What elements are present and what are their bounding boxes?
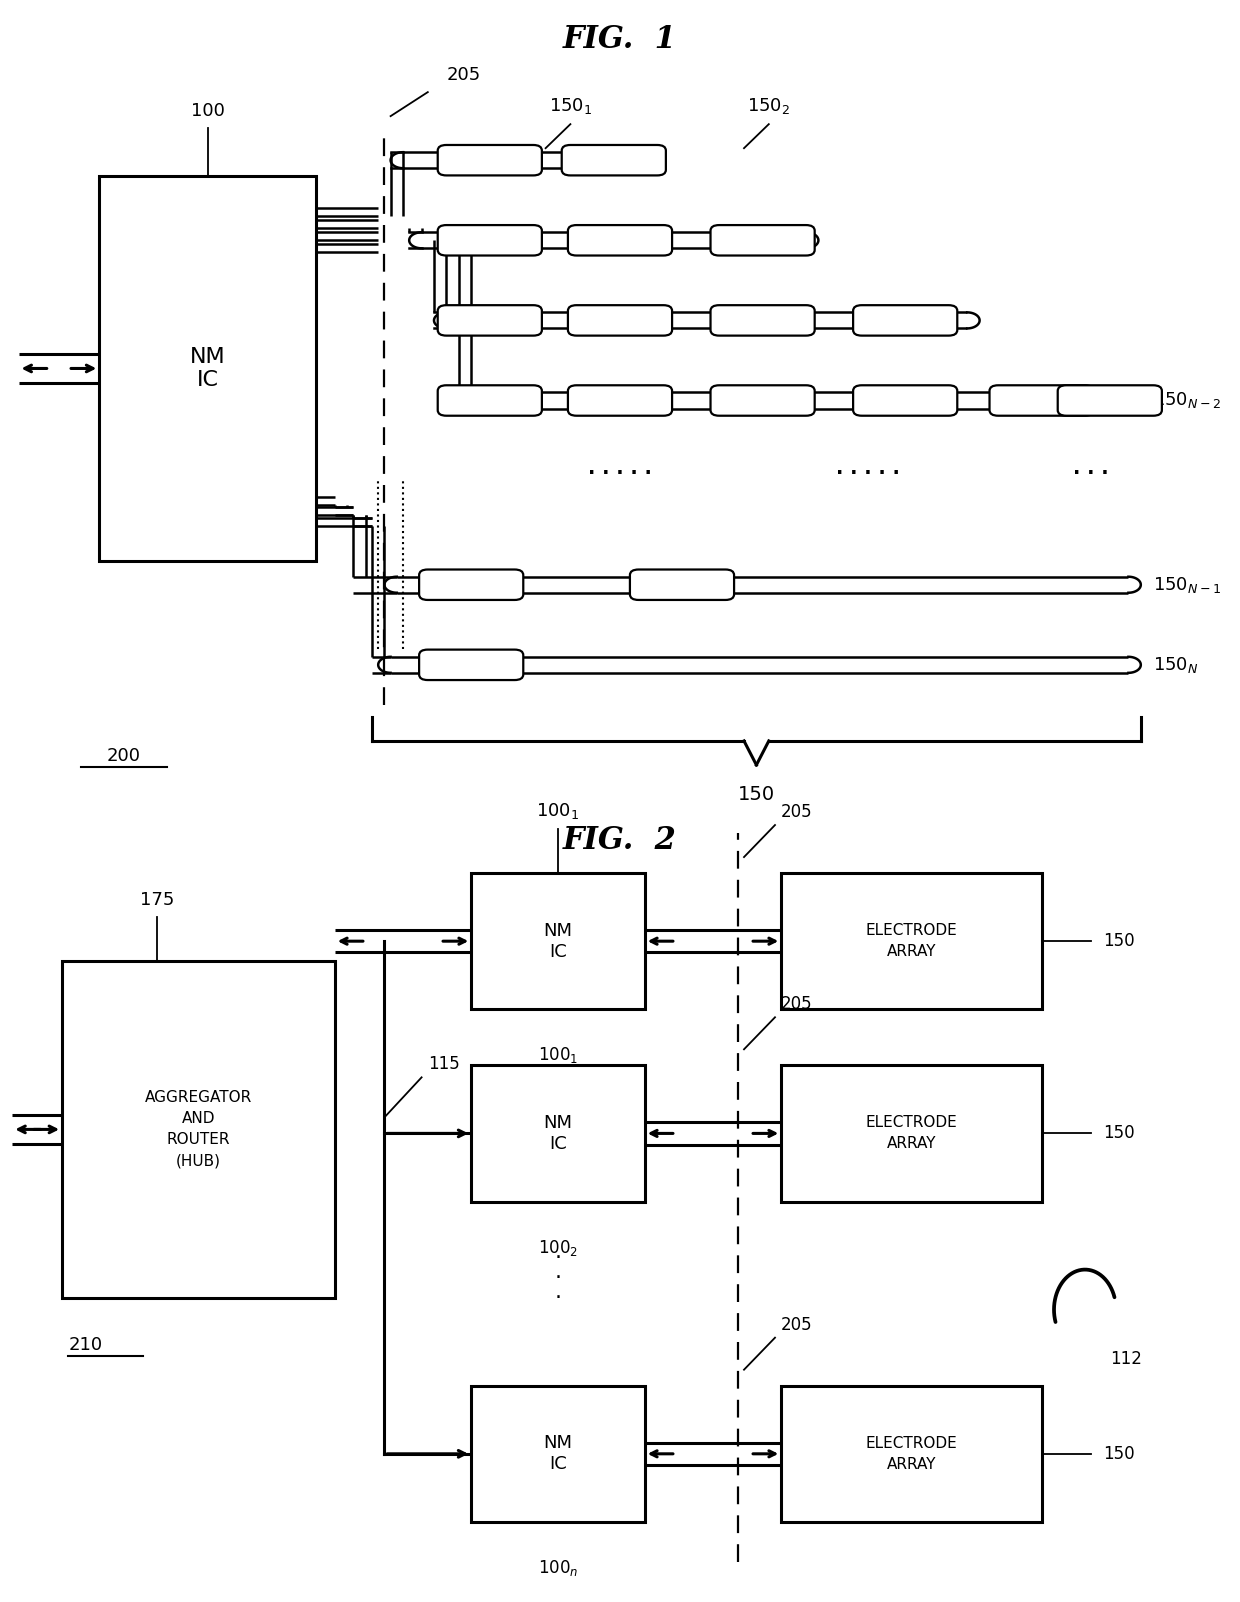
FancyBboxPatch shape <box>562 146 666 175</box>
Text: 175: 175 <box>140 891 175 910</box>
Text: NM
IC: NM IC <box>190 348 226 389</box>
Text: 205: 205 <box>781 803 813 820</box>
FancyBboxPatch shape <box>630 569 734 601</box>
FancyBboxPatch shape <box>781 1065 1042 1202</box>
Text: FIG.  2: FIG. 2 <box>563 825 677 855</box>
FancyBboxPatch shape <box>419 569 523 601</box>
Text: . . .: . . . <box>1074 460 1109 477</box>
FancyBboxPatch shape <box>568 384 672 417</box>
Text: FIG.  1: FIG. 1 <box>563 24 677 54</box>
Text: 150: 150 <box>1104 1125 1136 1142</box>
Text: ELECTRODE
ARRAY: ELECTRODE ARRAY <box>866 1435 957 1472</box>
FancyBboxPatch shape <box>471 873 645 1009</box>
FancyBboxPatch shape <box>711 384 815 417</box>
FancyBboxPatch shape <box>438 384 542 417</box>
Text: NM
IC: NM IC <box>543 1113 573 1153</box>
FancyBboxPatch shape <box>471 1065 645 1202</box>
FancyBboxPatch shape <box>99 176 316 561</box>
Text: 210: 210 <box>68 1336 103 1354</box>
Text: 205: 205 <box>781 1315 813 1333</box>
FancyBboxPatch shape <box>711 304 815 336</box>
FancyBboxPatch shape <box>781 1386 1042 1522</box>
Text: . . . . .: . . . . . <box>588 460 652 477</box>
Text: 205: 205 <box>781 995 813 1012</box>
Text: 100$_1$: 100$_1$ <box>538 1046 578 1065</box>
Text: 150: 150 <box>1104 1445 1136 1463</box>
Text: 205: 205 <box>446 66 481 83</box>
FancyBboxPatch shape <box>568 304 672 336</box>
Text: ELECTRODE
ARRAY: ELECTRODE ARRAY <box>866 923 957 960</box>
FancyBboxPatch shape <box>62 961 335 1298</box>
FancyBboxPatch shape <box>438 226 542 255</box>
FancyBboxPatch shape <box>471 1386 645 1522</box>
Text: 150$_{N-1}$: 150$_{N-1}$ <box>1153 575 1221 594</box>
Text: 112: 112 <box>1110 1349 1142 1368</box>
FancyBboxPatch shape <box>853 304 957 336</box>
Text: 100$_2$: 100$_2$ <box>538 1237 578 1258</box>
Text: 150: 150 <box>738 785 775 804</box>
FancyBboxPatch shape <box>990 384 1094 417</box>
Text: 150$_{N-2}$: 150$_{N-2}$ <box>1153 391 1221 410</box>
FancyBboxPatch shape <box>1058 384 1162 417</box>
Text: AGGREGATOR
AND
ROUTER
(HUB): AGGREGATOR AND ROUTER (HUB) <box>145 1091 252 1168</box>
FancyBboxPatch shape <box>711 226 815 255</box>
FancyBboxPatch shape <box>419 650 523 679</box>
FancyBboxPatch shape <box>781 873 1042 1009</box>
FancyBboxPatch shape <box>853 384 957 417</box>
Text: ·
·
·: · · · <box>554 1248 562 1307</box>
Text: 115: 115 <box>428 1056 460 1073</box>
FancyBboxPatch shape <box>438 304 542 336</box>
Text: 100$_n$: 100$_n$ <box>538 1557 578 1578</box>
Text: 150$_N$: 150$_N$ <box>1153 655 1199 674</box>
FancyBboxPatch shape <box>438 146 542 175</box>
Text: NM
IC: NM IC <box>543 1434 573 1474</box>
Text: . . . . .: . . . . . <box>836 460 900 477</box>
Text: 100$_1$: 100$_1$ <box>536 801 580 820</box>
Text: 100: 100 <box>191 103 224 120</box>
Text: 200: 200 <box>107 747 141 766</box>
Text: 150$_1$: 150$_1$ <box>548 96 593 117</box>
Text: 150: 150 <box>1104 932 1136 950</box>
Text: ELECTRODE
ARRAY: ELECTRODE ARRAY <box>866 1115 957 1152</box>
Text: NM
IC: NM IC <box>543 921 573 961</box>
FancyBboxPatch shape <box>568 226 672 255</box>
Text: 150$_2$: 150$_2$ <box>748 96 790 117</box>
